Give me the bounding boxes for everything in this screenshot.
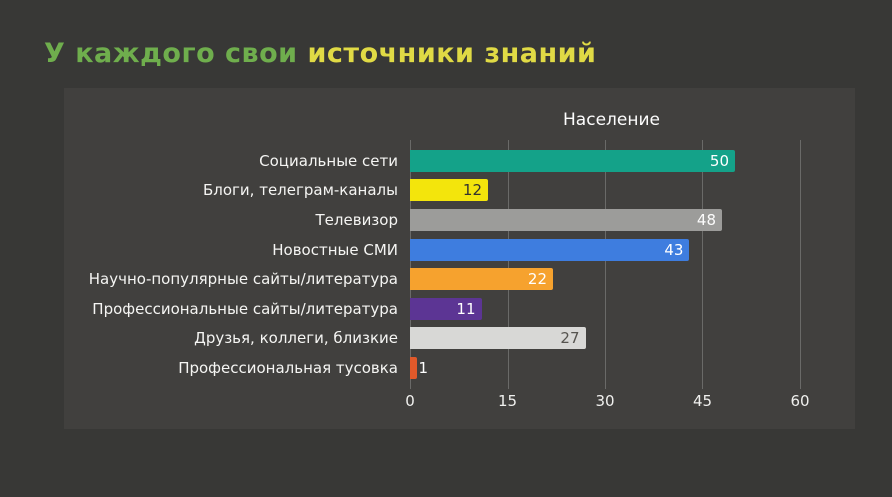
category-label: Друзья, коллеги, близкие — [194, 329, 398, 348]
bar-value-label: 43 — [664, 240, 684, 259]
bar-row: 27 — [410, 324, 813, 354]
bar: 50 — [410, 149, 735, 172]
bar: 27 — [410, 327, 586, 350]
chart-body: Социальные сети Блоги, телеграм-каналы Тел… — [74, 140, 813, 417]
gridline — [605, 140, 606, 389]
x-tick-label: 15 — [497, 392, 518, 410]
category-label: Новостные СМИ — [272, 240, 398, 259]
bar-value-label: 22 — [527, 270, 547, 289]
bar-value-label: 12 — [462, 181, 482, 200]
bar-value-label: 11 — [456, 299, 476, 318]
gridline — [800, 140, 801, 389]
x-axis: 0 15 30 45 60 — [405, 383, 813, 417]
bar-row: 11 — [410, 294, 813, 324]
bar-row: 22 — [410, 264, 813, 294]
bars-wrap: 50 12 48 43 22 11 27 1 — [410, 140, 813, 389]
category-label: Научно-популярные сайты/литература — [88, 270, 398, 289]
category-label: Профессиональные сайты/литература — [92, 299, 398, 318]
bar: 43 — [410, 238, 690, 261]
chart-title-spacer — [74, 110, 410, 130]
bar-row: 48 — [410, 205, 813, 235]
category-label: Телевизор — [315, 210, 398, 229]
x-tick-label: 0 — [405, 392, 415, 410]
x-tick-label: 30 — [595, 392, 615, 410]
bars-area: 50 12 48 43 22 11 27 1 — [410, 146, 813, 383]
category-label: Блоги, телеграм-каналы — [202, 181, 398, 200]
gridline — [702, 140, 704, 389]
category-labels: Социальные сети Блоги, телеграм-каналы Тел… — [74, 146, 410, 417]
page-title-part1: У каждого свои — [44, 38, 308, 69]
bar-row: 1 — [410, 353, 813, 383]
page-title-part2: источники знаний — [307, 38, 597, 69]
x-tick-label: 45 — [692, 392, 713, 410]
bar — [410, 356, 417, 379]
bar-value-label: 50 — [709, 151, 729, 170]
category-label: Профессиональная тусовка — [178, 358, 398, 377]
bar-value-label: 48 — [696, 210, 716, 229]
bar-value-label: 27 — [560, 329, 580, 348]
bar: 11 — [410, 297, 482, 320]
gridline — [507, 140, 509, 389]
bar: 22 — [410, 268, 553, 291]
bar-value-label: 1 — [418, 358, 429, 377]
gridline — [410, 140, 411, 389]
page-title: У каждого свои источники знаний — [44, 38, 596, 69]
bar: 12 — [410, 179, 488, 202]
gridlines — [410, 140, 813, 389]
bar-row: 43 — [410, 235, 813, 265]
bar-row: 50 — [410, 146, 813, 176]
x-tick-label: 60 — [790, 392, 810, 410]
plot-area: 50 12 48 43 22 11 27 1 0 15 30 45 60 — [405, 140, 813, 417]
bar-row: 12 — [410, 176, 813, 206]
chart-title: Население — [563, 110, 660, 130]
category-label: Социальные сети — [259, 151, 398, 170]
bar: 48 — [410, 208, 722, 231]
chart-title-row: Население — [74, 110, 813, 130]
chart-panel: Население Социальные сети Блоги, телеграм… — [64, 88, 855, 429]
